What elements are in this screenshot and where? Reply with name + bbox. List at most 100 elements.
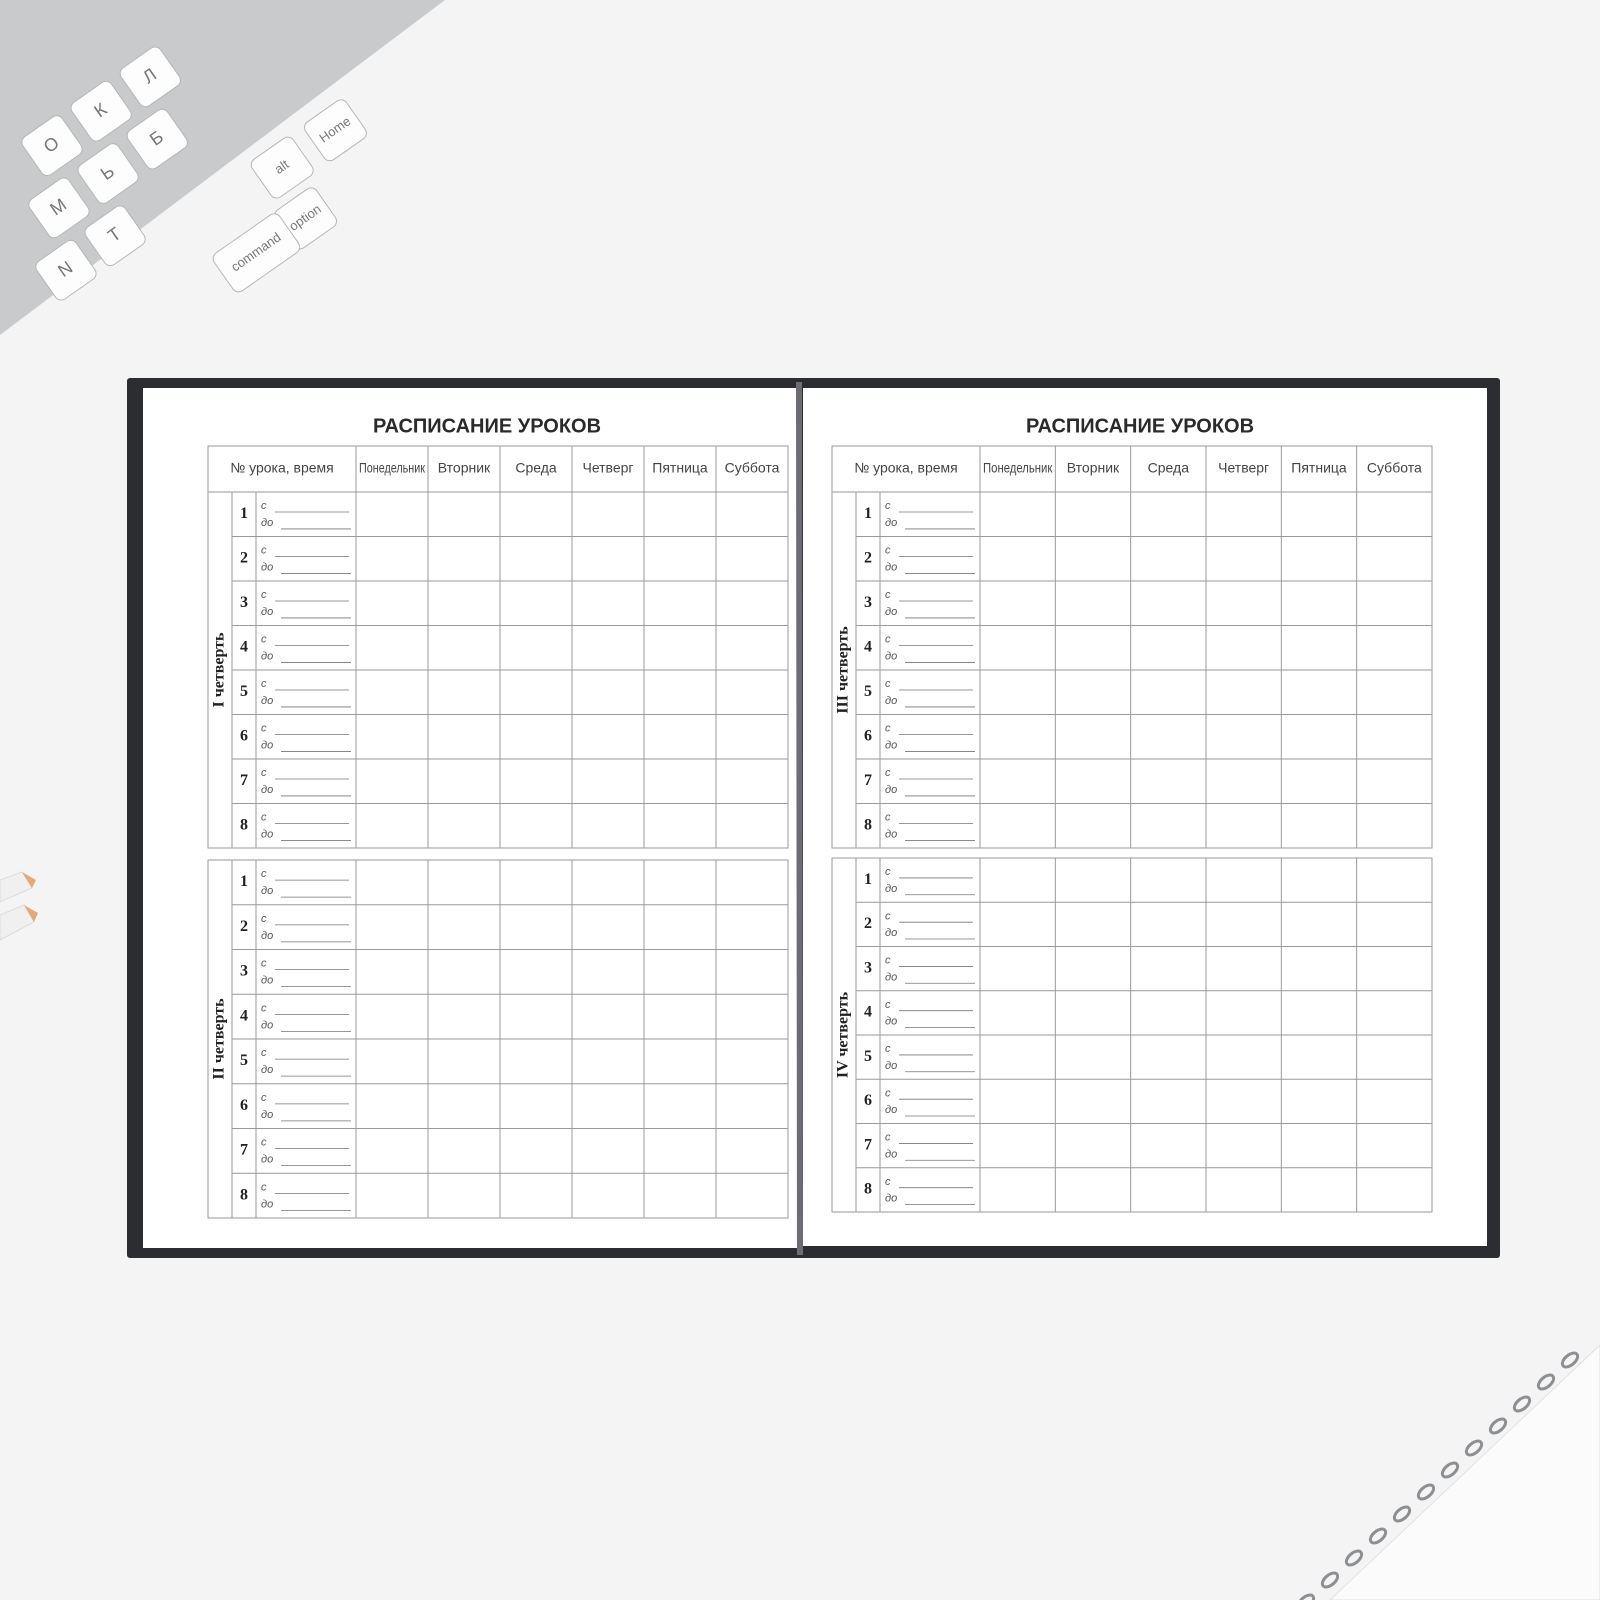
spiral-ring (1392, 1505, 1412, 1523)
time-from-label: с (885, 1132, 891, 1144)
time-to-label: до (261, 740, 273, 752)
time-from-label: с (261, 1002, 267, 1014)
time-to-label: до (885, 829, 897, 841)
lesson-number: 3 (864, 959, 872, 976)
time-to-label: до (885, 927, 897, 939)
day-header: Вторник (1067, 460, 1120, 476)
time-to-label: до (261, 784, 273, 796)
day-header: Понедельник (983, 460, 1053, 476)
time-to-label: до (261, 651, 273, 663)
spiral-ring (1344, 1549, 1364, 1567)
time-from-label: с (261, 545, 267, 557)
day-header: Суббота (725, 460, 780, 476)
lesson-number: 3 (864, 594, 872, 611)
lesson-number: 5 (864, 1048, 872, 1065)
time-from-label: с (261, 868, 267, 880)
time-from-label: с (885, 723, 891, 735)
time-to-label: до (885, 740, 897, 752)
key (77, 143, 139, 204)
time-to-label: до (885, 606, 897, 618)
lesson-number: 7 (864, 1136, 872, 1153)
lesson-number: 3 (240, 594, 248, 611)
lesson-number: 7 (240, 772, 248, 789)
time-from-label: с (261, 1181, 267, 1193)
time-from-label: с (885, 545, 891, 557)
time-from-label: с (885, 999, 891, 1011)
columns-header: № урока, время (230, 460, 334, 476)
time-to-label: до (261, 829, 273, 841)
time-to-label: до (261, 1154, 273, 1166)
time-from-label: с (885, 634, 891, 646)
time-from-label: с (885, 910, 891, 922)
day-header: Среда (515, 460, 557, 476)
lesson-number: 4 (864, 1004, 872, 1021)
key (126, 108, 188, 170)
day-header: Пятница (652, 460, 708, 476)
time-from-label: с (261, 1137, 267, 1149)
time-to-label: до (261, 562, 273, 574)
time-from-label: с (261, 634, 267, 646)
lesson-number: 4 (864, 638, 872, 655)
spiral-ring (1368, 1527, 1388, 1545)
time-from-label: с (885, 767, 891, 779)
lesson-number: 8 (240, 816, 248, 833)
quarter-label: I четверть (211, 632, 228, 708)
time-to-label: до (885, 651, 897, 663)
time-from-label: с (261, 1047, 267, 1059)
time-from-label: с (885, 1043, 891, 1055)
lesson-number: 8 (240, 1186, 248, 1203)
time-from-label: с (261, 500, 267, 512)
time-to-label: до (261, 1198, 273, 1210)
time-from-label: с (885, 1176, 891, 1188)
spiral-ring (1464, 1439, 1484, 1457)
key (84, 205, 146, 267)
day-header: Вторник (438, 460, 491, 476)
lesson-number: 4 (240, 1007, 248, 1024)
key (250, 136, 314, 199)
time-to-label: до (261, 1019, 273, 1031)
time-to-label: до (261, 517, 273, 529)
day-header: Среда (1148, 460, 1190, 476)
key (35, 239, 97, 301)
lesson-number: 8 (864, 1181, 872, 1198)
time-from-label: с (261, 913, 267, 925)
time-from-label: с (261, 589, 267, 601)
time-to-label: до (261, 930, 273, 942)
day-header: Четверг (582, 460, 633, 476)
lesson-number: 2 (864, 915, 872, 932)
time-to-label: до (885, 1060, 897, 1072)
time-to-label: до (885, 695, 897, 707)
key (70, 80, 132, 142)
time-from-label: с (261, 723, 267, 735)
time-to-label: до (885, 1148, 897, 1160)
time-to-label: до (261, 885, 273, 897)
page-title: РАСПИСАНИЕ УРОКОВ (373, 415, 601, 437)
time-to-label: до (885, 971, 897, 983)
lesson-number: 8 (864, 816, 872, 833)
time-to-label: до (885, 883, 897, 895)
time-from-label: с (261, 958, 267, 970)
lesson-number: 2 (240, 549, 248, 566)
pencils (0, 871, 38, 941)
spiral-ring (1416, 1483, 1436, 1501)
key (212, 213, 301, 293)
time-from-label: с (885, 955, 891, 967)
time-to-label: до (885, 562, 897, 574)
left-page (143, 388, 797, 1248)
spiral-ring (1536, 1373, 1556, 1391)
key (119, 46, 181, 108)
key (21, 115, 83, 177)
time-from-label: с (261, 1092, 267, 1104)
right-page (803, 388, 1487, 1246)
spiral-ring (1320, 1571, 1340, 1589)
time-to-label: до (261, 606, 273, 618)
key (28, 177, 90, 239)
spine (796, 381, 803, 1256)
lesson-number: 5 (240, 1052, 248, 1069)
day-header: Суббота (1367, 460, 1422, 476)
spiral-ring (1512, 1395, 1532, 1413)
page-title: РАСПИСАНИЕ УРОКОВ (1026, 415, 1254, 437)
time-to-label: до (261, 695, 273, 707)
lesson-number: 3 (240, 963, 248, 980)
